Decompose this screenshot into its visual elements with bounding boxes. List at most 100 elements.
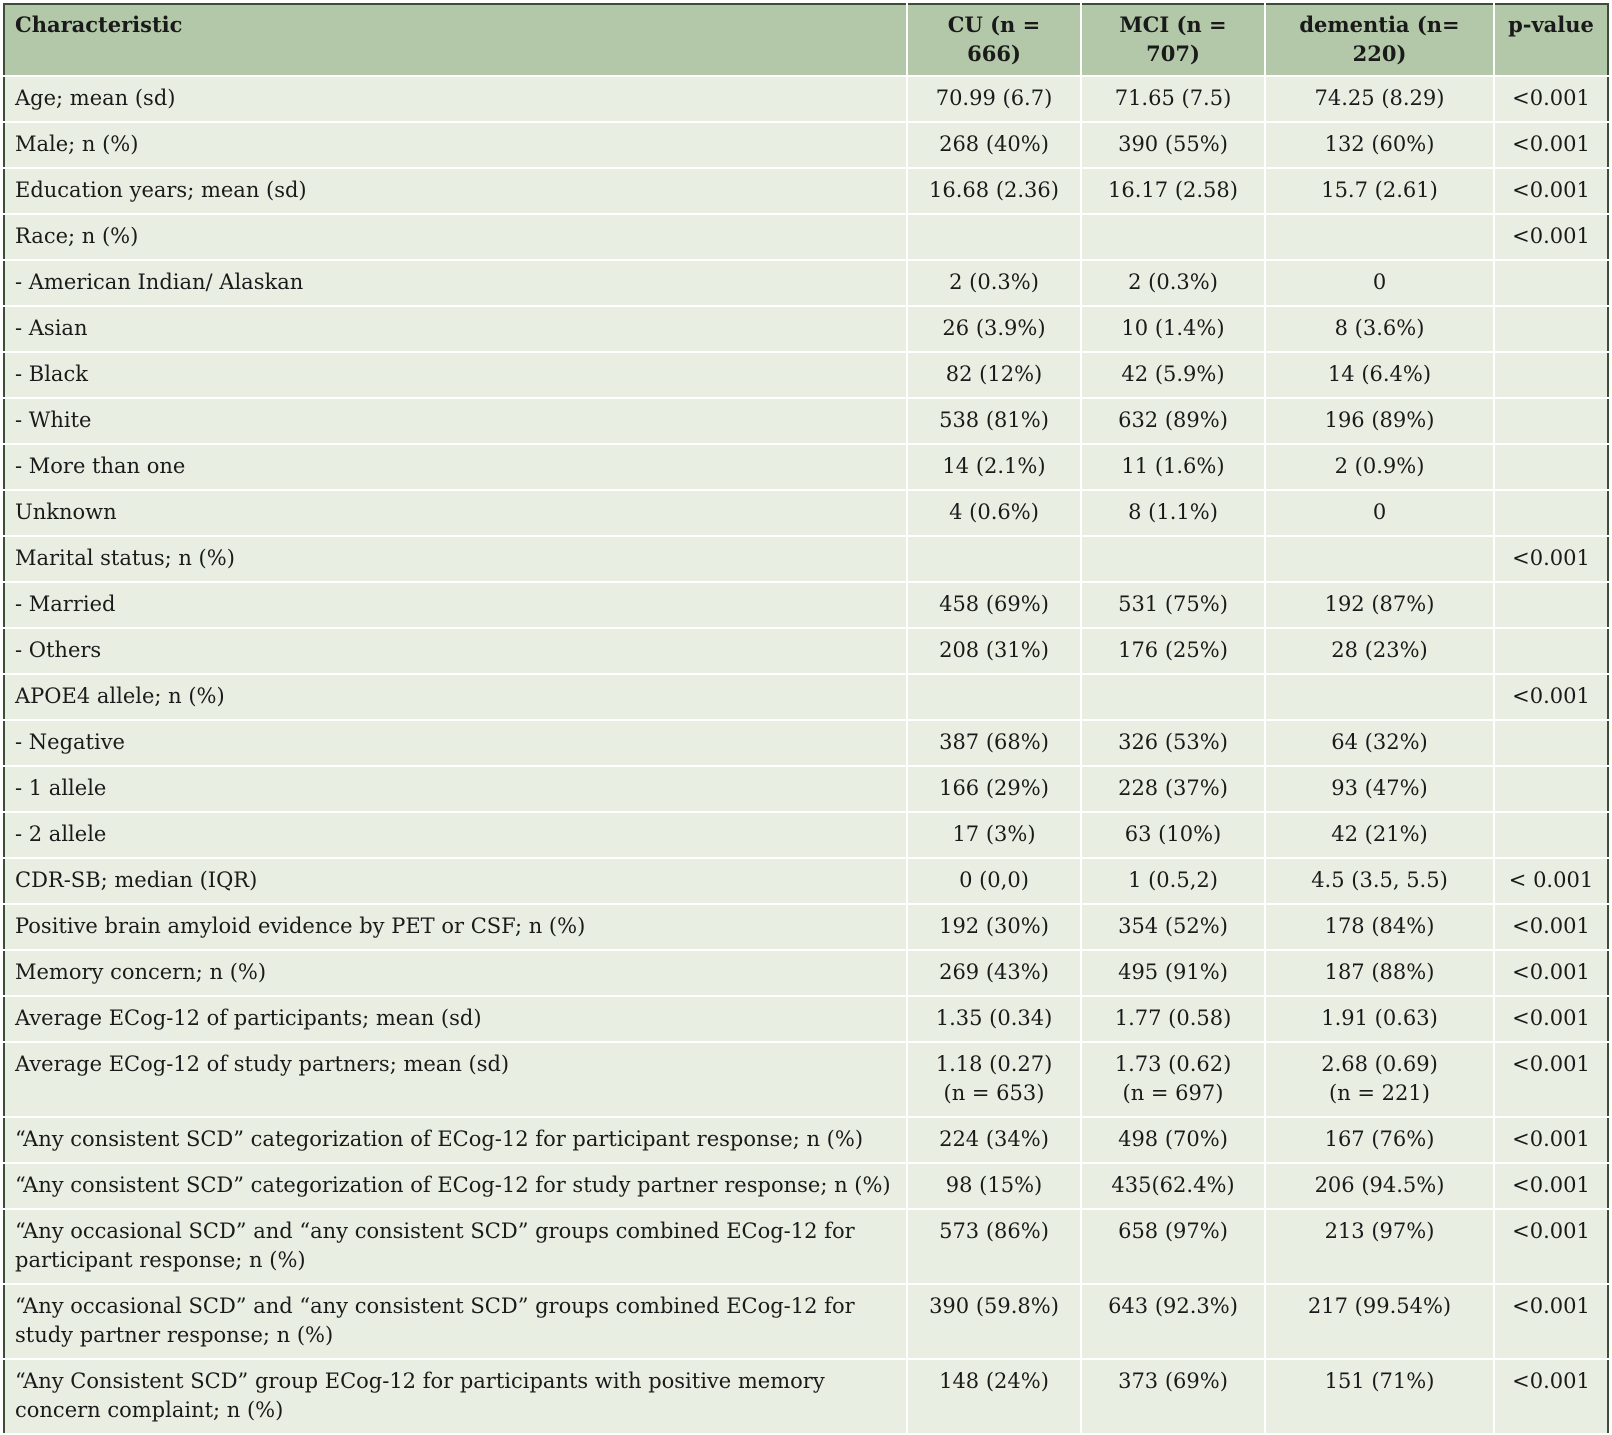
cell-mci-value: 8 (1.1%) bbox=[1128, 500, 1218, 524]
table-row: Unknown 4 (0.6%) 8 (1.1%) 0 bbox=[4, 490, 1608, 537]
cell-cu: 538 (81%) bbox=[907, 398, 1082, 445]
cell-dementia-value: 213 (97%) bbox=[1324, 1219, 1435, 1243]
cell-dementia: 192 (87%) bbox=[1265, 582, 1495, 629]
cell-p-value bbox=[1494, 490, 1608, 537]
cell-cu: 1.18 (0.27) (n = 653) bbox=[907, 1042, 1082, 1118]
cell-cu: 387 (68%) bbox=[907, 720, 1082, 767]
cell-cu-value: 269 (43%) bbox=[939, 960, 1049, 984]
cell-cu: 4 (0.6%) bbox=[907, 490, 1082, 537]
header-characteristic: Characteristic bbox=[4, 4, 908, 77]
cell-p-value bbox=[1494, 398, 1608, 445]
table-row: - Asian 26 (3.9%) 10 (1.4%) 8 (3.6%) bbox=[4, 306, 1608, 353]
cell-cu-value: 224 (34%) bbox=[939, 1127, 1049, 1151]
cell-p-value-value: <0.001 bbox=[1512, 132, 1590, 156]
cell-mci-n: (n = 697) bbox=[1122, 1081, 1224, 1105]
cell-dementia-value: 187 (88%) bbox=[1324, 960, 1435, 984]
cell-p-value-value: <0.001 bbox=[1512, 1219, 1590, 1243]
cell-characteristic-value: - More than one bbox=[15, 454, 186, 478]
cell-dementia: 1.91 (0.63) bbox=[1265, 996, 1495, 1043]
cell-cu: 14 (2.1%) bbox=[907, 444, 1082, 491]
cell-dementia: 132 (60%) bbox=[1265, 122, 1495, 169]
characteristics-table: Characteristic CU (n = 666) MCI (n = 707… bbox=[3, 3, 1609, 1435]
cell-cu-value: 192 (30%) bbox=[939, 914, 1049, 938]
cell-dementia-value: 15.7 (2.61) bbox=[1321, 178, 1438, 202]
cell-p-value: <0.001 bbox=[1494, 904, 1608, 951]
cell-p-value: <0.001 bbox=[1494, 674, 1608, 721]
cell-characteristic-value: Marital status; n (%) bbox=[15, 546, 235, 570]
cell-characteristic: - Negative bbox=[4, 720, 908, 767]
cell-cu-value: 148 (24%) bbox=[939, 1369, 1049, 1393]
cell-cu: 148 (24%) bbox=[907, 1359, 1082, 1435]
cell-cu-n: (n = 653) bbox=[943, 1081, 1045, 1105]
cell-mci: 2 (0.3%) bbox=[1081, 260, 1266, 307]
cell-cu: 1.35 (0.34) bbox=[907, 996, 1082, 1043]
cell-mci: 354 (52%) bbox=[1081, 904, 1266, 951]
cell-dementia-value: 2 (0.9%) bbox=[1334, 454, 1425, 478]
cell-cu-value: 17 (3%) bbox=[952, 822, 1036, 846]
cell-p-value bbox=[1494, 766, 1608, 813]
cell-characteristic-value: Male; n (%) bbox=[15, 132, 139, 156]
cell-p-value-value: < 0.001 bbox=[1508, 868, 1594, 892]
cell-dementia-value: 93 (47%) bbox=[1331, 776, 1428, 800]
table-row: Age; mean (sd) 70.99 (6.7) 71.65 (7.5) 74.2… bbox=[4, 76, 1608, 123]
cell-dementia-value: 28 (23%) bbox=[1331, 638, 1428, 662]
cell-p-value-value: <0.001 bbox=[1512, 1369, 1590, 1393]
cell-p-value: <0.001 bbox=[1494, 950, 1608, 997]
cell-cu-value: 387 (68%) bbox=[939, 730, 1049, 754]
cell-dementia: 2 (0.9%) bbox=[1265, 444, 1495, 491]
cell-characteristic: CDR-SB; median (IQR) bbox=[4, 858, 908, 905]
cell-p-value: <0.001 bbox=[1494, 168, 1608, 215]
cell-mci: 632 (89%) bbox=[1081, 398, 1266, 445]
cell-p-value: <0.001 bbox=[1494, 1284, 1608, 1360]
cell-mci: 373 (69%) bbox=[1081, 1359, 1266, 1435]
cell-characteristic-value: - Black bbox=[15, 362, 88, 386]
table-header-row: Characteristic CU (n = 666) MCI (n = 707… bbox=[4, 4, 1608, 77]
cell-dementia-value: 74.25 (8.29) bbox=[1314, 86, 1445, 110]
cell-cu-value: 1.35 (0.34) bbox=[935, 1006, 1053, 1030]
table-row: Positive brain amyloid evidence by PET o… bbox=[4, 904, 1608, 951]
cell-characteristic: “Any occasional SCD” and “any consistent… bbox=[4, 1284, 908, 1360]
cell-cu bbox=[907, 214, 1082, 261]
cell-characteristic: - 1 allele bbox=[4, 766, 908, 813]
cell-dementia-value: 0 bbox=[1372, 270, 1387, 294]
cell-characteristic-value: Average ECog-12 of participants; mean (s… bbox=[15, 1006, 482, 1030]
cell-cu: 269 (43%) bbox=[907, 950, 1082, 997]
cell-p-value: < 0.001 bbox=[1494, 858, 1608, 905]
cell-dementia: 196 (89%) bbox=[1265, 398, 1495, 445]
cell-mci: 42 (5.9%) bbox=[1081, 352, 1266, 399]
cell-mci-value: 632 (89%) bbox=[1118, 408, 1228, 432]
cell-characteristic: Average ECog-12 of participants; mean (s… bbox=[4, 996, 908, 1043]
cell-dementia-n: (n = 221) bbox=[1329, 1081, 1430, 1105]
cell-mci: 16.17 (2.58) bbox=[1081, 168, 1266, 215]
cell-characteristic-value: “Any occasional SCD” and “any consistent… bbox=[15, 1294, 855, 1347]
cell-dementia: 206 (94.5%) bbox=[1265, 1163, 1495, 1210]
cell-cu: 2 (0.3%) bbox=[907, 260, 1082, 307]
cell-characteristic: - Others bbox=[4, 628, 908, 675]
cell-cu: 0 (0,0) bbox=[907, 858, 1082, 905]
cell-mci: 228 (37%) bbox=[1081, 766, 1266, 813]
cell-mci bbox=[1081, 674, 1266, 721]
cell-mci: 531 (75%) bbox=[1081, 582, 1266, 629]
cell-characteristic: Male; n (%) bbox=[4, 122, 908, 169]
cell-characteristic-value: APOE4 allele; n (%) bbox=[15, 684, 225, 708]
cell-characteristic-value: “Any consistent SCD” categorization of E… bbox=[15, 1173, 891, 1197]
cell-mci: 10 (1.4%) bbox=[1081, 306, 1266, 353]
cell-characteristic: “Any Consistent SCD” group ECog-12 for p… bbox=[4, 1359, 908, 1435]
cell-characteristic: Education years; mean (sd) bbox=[4, 168, 908, 215]
cell-mci-value: 373 (69%) bbox=[1118, 1369, 1228, 1393]
cell-mci-value: 228 (37%) bbox=[1118, 776, 1228, 800]
cell-p-value: <0.001 bbox=[1494, 536, 1608, 583]
cell-dementia bbox=[1265, 536, 1495, 583]
cell-p-value-value: <0.001 bbox=[1512, 178, 1590, 202]
cell-cu: 390 (59.8%) bbox=[907, 1284, 1082, 1360]
table-row: - Negative 387 (68%) 326 (53%) 64 (32%) bbox=[4, 720, 1608, 767]
cell-cu-value: 14 (2.1%) bbox=[942, 454, 1046, 478]
cell-p-value: <0.001 bbox=[1494, 122, 1608, 169]
cell-mci-value: 390 (55%) bbox=[1118, 132, 1228, 156]
cell-characteristic-value: Race; n (%) bbox=[15, 224, 139, 248]
cell-p-value bbox=[1494, 352, 1608, 399]
cell-dementia-value: 217 (99.54%) bbox=[1307, 1294, 1452, 1318]
cell-dementia-value: 178 (84%) bbox=[1324, 914, 1435, 938]
cell-characteristic-value: Education years; mean (sd) bbox=[15, 178, 307, 202]
cell-cu-value: 4 (0.6%) bbox=[949, 500, 1039, 524]
